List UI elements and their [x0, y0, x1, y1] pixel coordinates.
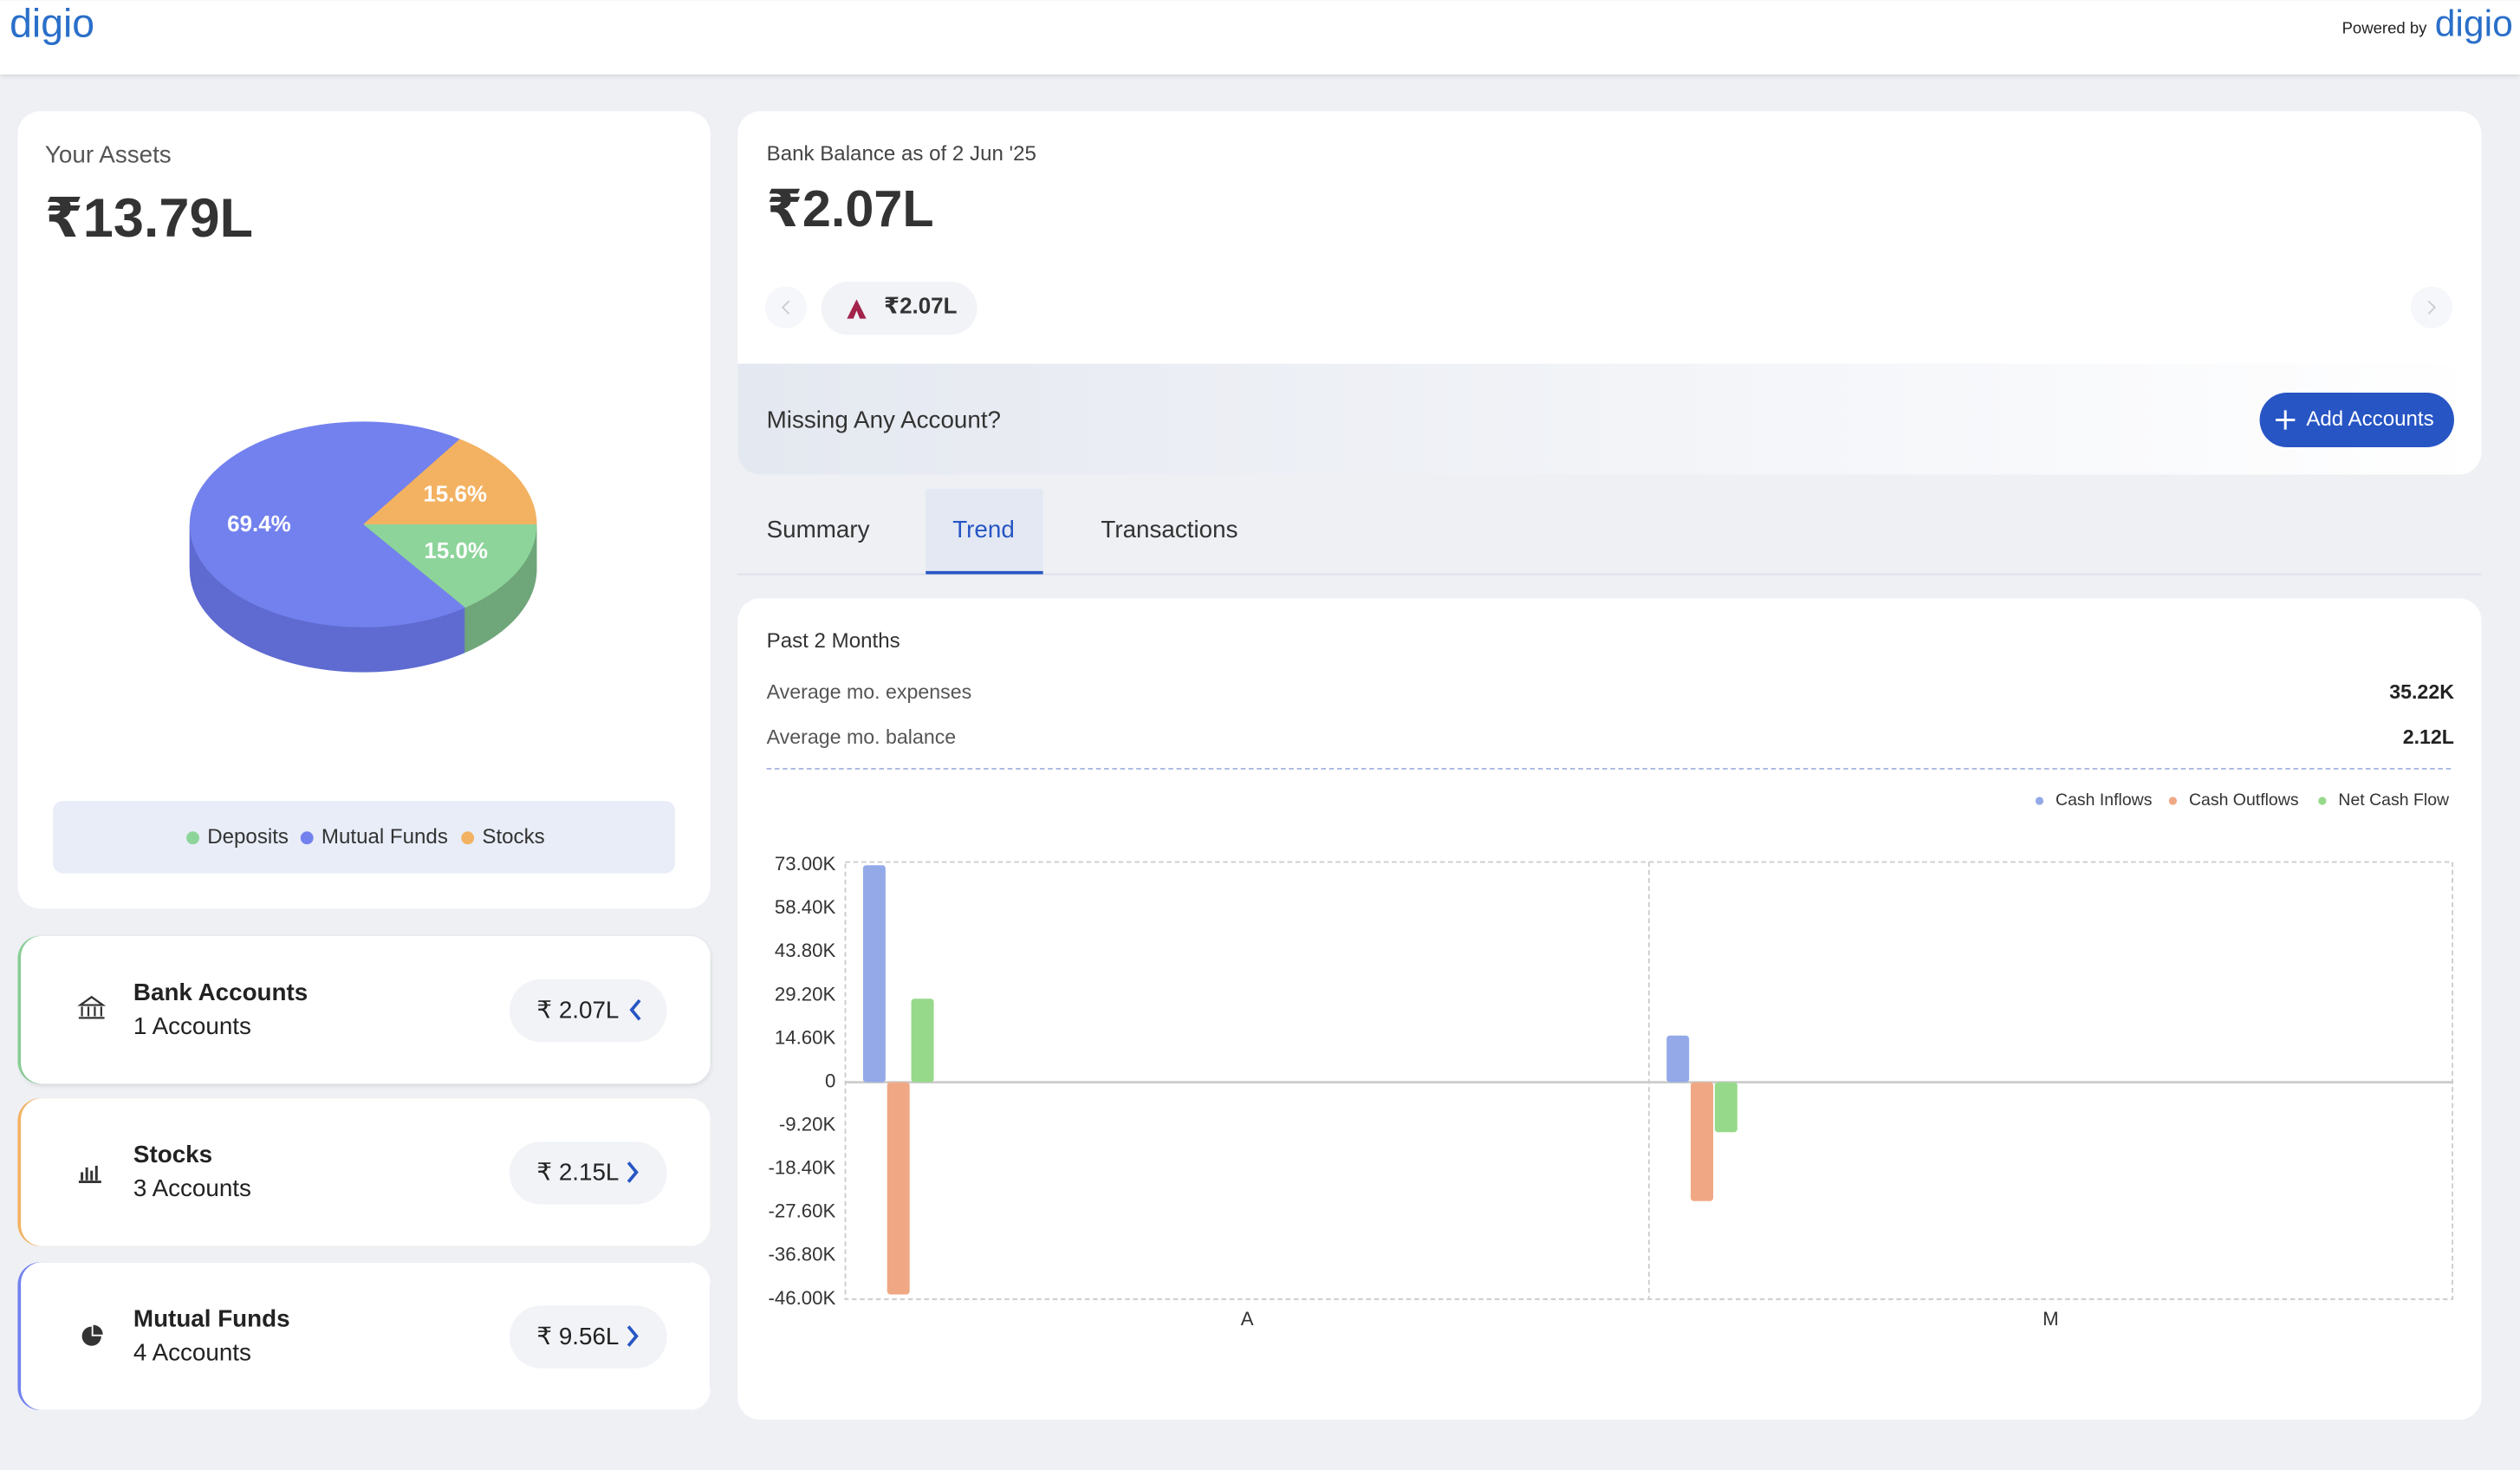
legend-label: Stocks	[482, 825, 544, 849]
powered-by: Powered by	[2342, 19, 2428, 37]
stocks-icon	[78, 1166, 101, 1184]
bar	[862, 865, 886, 1083]
chevron	[627, 1325, 639, 1347]
pie-label: 15.6%	[423, 480, 487, 506]
legend-dot	[300, 831, 314, 845]
pie-slice	[363, 439, 537, 525]
legend-dot	[186, 831, 199, 845]
account-pill[interactable]	[509, 1305, 667, 1369]
legend-label: Mutual Funds	[321, 825, 448, 849]
pie-slice	[189, 421, 465, 628]
y-tick-label: 29.20K	[775, 983, 836, 1005]
y-tick-label: -46.00K	[768, 1287, 835, 1309]
account-name: Bank Accounts	[133, 979, 308, 1005]
next-button[interactable]	[2410, 286, 2453, 328]
bar	[887, 1082, 910, 1295]
account-name: Stocks	[133, 1141, 212, 1168]
bank-title: Bank Balance as of 2 Jun '25	[767, 142, 1036, 166]
y-tick-label: -27.60K	[768, 1200, 835, 1222]
legend-label: Deposits	[207, 825, 289, 849]
partner-logo: digio	[2435, 3, 2513, 44]
prev-button[interactable]	[764, 286, 808, 328]
account-count: 1 Accounts	[133, 1012, 251, 1039]
chevron	[629, 998, 641, 1021]
bank-balance: ₹2.07L	[767, 179, 934, 237]
y-tick-label: -18.40K	[768, 1157, 835, 1179]
period: Past 2 Months	[767, 629, 900, 653]
x-tick-label: M	[2043, 1308, 2059, 1330]
summary-label: Average mo. expenses	[767, 680, 972, 703]
bar-chart: 73.00K 58.40K 43.80K 29.20K 14.60K 0 -9.20K -18…	[768, 790, 2454, 1330]
missing-text: Missing Any Account?	[767, 407, 1001, 433]
pie-label: 69.4%	[227, 511, 291, 537]
tab[interactable]: Summary	[767, 516, 870, 543]
chip-amount: ₹2.07L	[884, 293, 958, 319]
account-count: 3 Accounts	[133, 1174, 251, 1201]
bank-icon	[77, 995, 107, 1019]
summary-value: 2.12L	[2403, 725, 2454, 748]
y-tick-label: 43.80K	[775, 940, 836, 961]
legend-label: Cash Inflows	[2056, 790, 2153, 810]
y-tick-label: 73.00K	[775, 853, 836, 875]
y-tick-label: 0	[825, 1070, 835, 1091]
account-list: Bank Accounts 1 Accounts ₹ 2.07L Stocks 3 Ac…	[17, 935, 711, 1410]
bank-logo	[847, 299, 867, 319]
x-tick-label: A	[1241, 1308, 1254, 1330]
plus-icon	[2276, 410, 2296, 430]
tab[interactable]: Transactions	[1101, 516, 1237, 543]
tab[interactable]: Trend	[952, 516, 1015, 543]
legend-dot	[2168, 797, 2178, 805]
account-pill[interactable]	[509, 979, 667, 1043]
legend-label: Cash Outflows	[2189, 790, 2299, 810]
pie-chart: 15.0% 69.4% 15.6%	[189, 421, 537, 673]
account-card	[21, 935, 711, 1084]
y-tick-label: -36.80K	[768, 1244, 835, 1265]
y-tick-label: -9.20K	[779, 1114, 836, 1135]
account-count: 4 Accounts	[133, 1338, 251, 1365]
assets-total: ₹13.79L	[45, 188, 253, 249]
account-amount: ₹ 2.07L	[536, 996, 619, 1023]
legend-label: Net Cash Flow	[2338, 790, 2450, 810]
mf-icon	[81, 1324, 103, 1346]
y-tick-label: 14.60K	[775, 1026, 836, 1048]
summary-label: Average mo. balance	[767, 725, 957, 748]
account-amount: ₹ 2.15L	[536, 1159, 619, 1186]
bar	[911, 998, 934, 1083]
next-icon	[2427, 300, 2437, 315]
legend-dot	[461, 831, 475, 845]
bar	[1666, 1035, 1690, 1083]
pie-label: 15.0%	[424, 537, 488, 563]
bar	[1691, 1082, 1713, 1201]
account-card	[21, 1262, 711, 1410]
assets-title: Your Assets	[45, 141, 172, 168]
legend-dot	[2318, 797, 2327, 805]
y-tick-label: 58.40K	[775, 896, 836, 918]
summary-value: 35.22K	[2389, 680, 2454, 703]
chevron	[627, 1161, 639, 1183]
prev-icon	[781, 300, 790, 315]
account-name: Mutual Funds	[133, 1304, 290, 1331]
pie-legend	[53, 801, 675, 874]
account-pill[interactable]	[509, 1142, 667, 1205]
add-accounts-label: Add Accounts	[2306, 407, 2433, 431]
active-tab-bg	[926, 489, 1043, 575]
bank-chip[interactable]	[821, 282, 977, 335]
account-card	[21, 1098, 711, 1246]
pie-legend-items: Deposits Mutual Funds Stocks	[186, 825, 545, 849]
account-amount: ₹ 9.56L	[536, 1323, 619, 1350]
add-accounts-button[interactable]	[2259, 392, 2454, 448]
bar	[1714, 1082, 1737, 1133]
header	[0, 0, 2520, 75]
trend-card	[737, 598, 2482, 1421]
missing-band	[737, 363, 2482, 475]
logo[interactable]: digio	[10, 0, 94, 45]
pie-slice	[363, 524, 537, 608]
legend-dot	[2035, 797, 2044, 805]
